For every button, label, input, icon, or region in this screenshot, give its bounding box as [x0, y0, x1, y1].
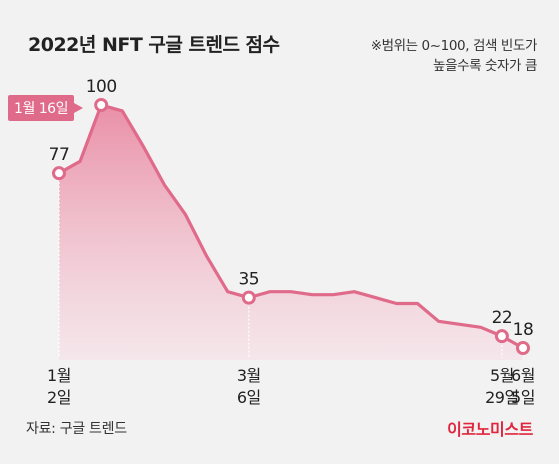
x-tick-label-month: 5월 — [490, 366, 514, 385]
data-label: 18 — [513, 320, 534, 340]
data-point-marker — [52, 166, 66, 181]
source-text: 자료: 구글 트렌드 — [26, 421, 127, 437]
x-tick-label-day: 2일 — [47, 388, 71, 407]
brand-logo: 이코노미스트 — [447, 420, 533, 439]
callout-date-label: 1월 16일 — [14, 101, 68, 117]
x-tick-label-day: 6일 — [237, 388, 261, 407]
chart-title: 2022년 NFT 구글 트렌드 점수 — [28, 34, 280, 56]
callout-box — [8, 95, 74, 121]
x-tick-label-month: 3월 — [237, 366, 261, 385]
data-label: 77 — [49, 145, 70, 165]
range-note: ※범위는 0~100, 검색 빈도가 높을수록 숫자가 큼 — [370, 36, 538, 76]
series-line — [57, 103, 525, 350]
range-note-line-2: 높을수록 숫자가 큼 — [433, 58, 537, 74]
data-point-marker — [494, 329, 509, 344]
data-point-marker — [94, 98, 109, 112]
data-label: 35 — [238, 270, 259, 290]
area-fill — [59, 105, 523, 360]
callout-pointer — [74, 103, 83, 113]
range-note-line-1: ※범위는 0~100, 검색 빈도가 — [370, 38, 538, 54]
x-tick-label-month: 6월 — [511, 366, 535, 385]
x-tick-label-day: 29일 — [485, 388, 519, 407]
data-point-marker — [241, 290, 256, 305]
data-point-marker — [516, 341, 530, 355]
x-tick-label-day: 5일 — [511, 388, 535, 407]
x-tick-label-month: 1월 — [47, 366, 71, 385]
data-label: 100 — [86, 77, 117, 97]
data-label: 22 — [492, 308, 513, 328]
